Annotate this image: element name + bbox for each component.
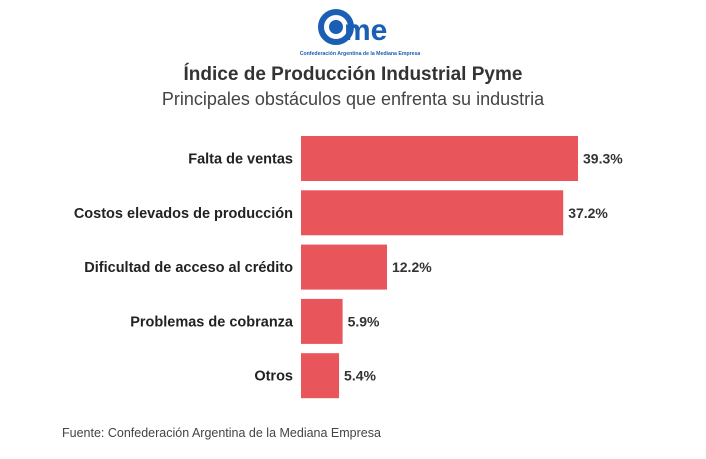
bar bbox=[301, 298, 343, 344]
svg-text:Confederación Argentina de la: Confederación Argentina de la Mediana Em… bbox=[300, 51, 420, 57]
category-label: Dificultad de acceso al crédito bbox=[84, 260, 293, 276]
bar bbox=[301, 190, 564, 236]
bar bbox=[301, 244, 387, 290]
svg-text:me: me bbox=[344, 14, 387, 47]
chart-subtitle: Principales obstáculos que enfrenta su i… bbox=[161, 89, 545, 109]
data-label: 39.3% bbox=[583, 151, 623, 167]
data-label: 37.2% bbox=[568, 205, 608, 221]
bar bbox=[301, 136, 578, 181]
data-label: 5.9% bbox=[348, 313, 380, 329]
category-label: Costos elevados de producción bbox=[74, 206, 293, 222]
chart-title: Índice de Producción Industrial Pyme bbox=[183, 64, 523, 85]
came-logo: me Confederación Argentina de la Mediana… bbox=[300, 9, 420, 57]
category-label: Problemas de cobranza bbox=[130, 314, 294, 330]
bar bbox=[301, 353, 340, 399]
data-label: 5.4% bbox=[344, 368, 376, 384]
category-label: Otros bbox=[254, 369, 293, 385]
category-label: Falta de ventas bbox=[188, 152, 293, 168]
data-label: 12.2% bbox=[392, 259, 432, 275]
source-note: Fuente: Confederación Argentina de la Me… bbox=[62, 426, 381, 440]
